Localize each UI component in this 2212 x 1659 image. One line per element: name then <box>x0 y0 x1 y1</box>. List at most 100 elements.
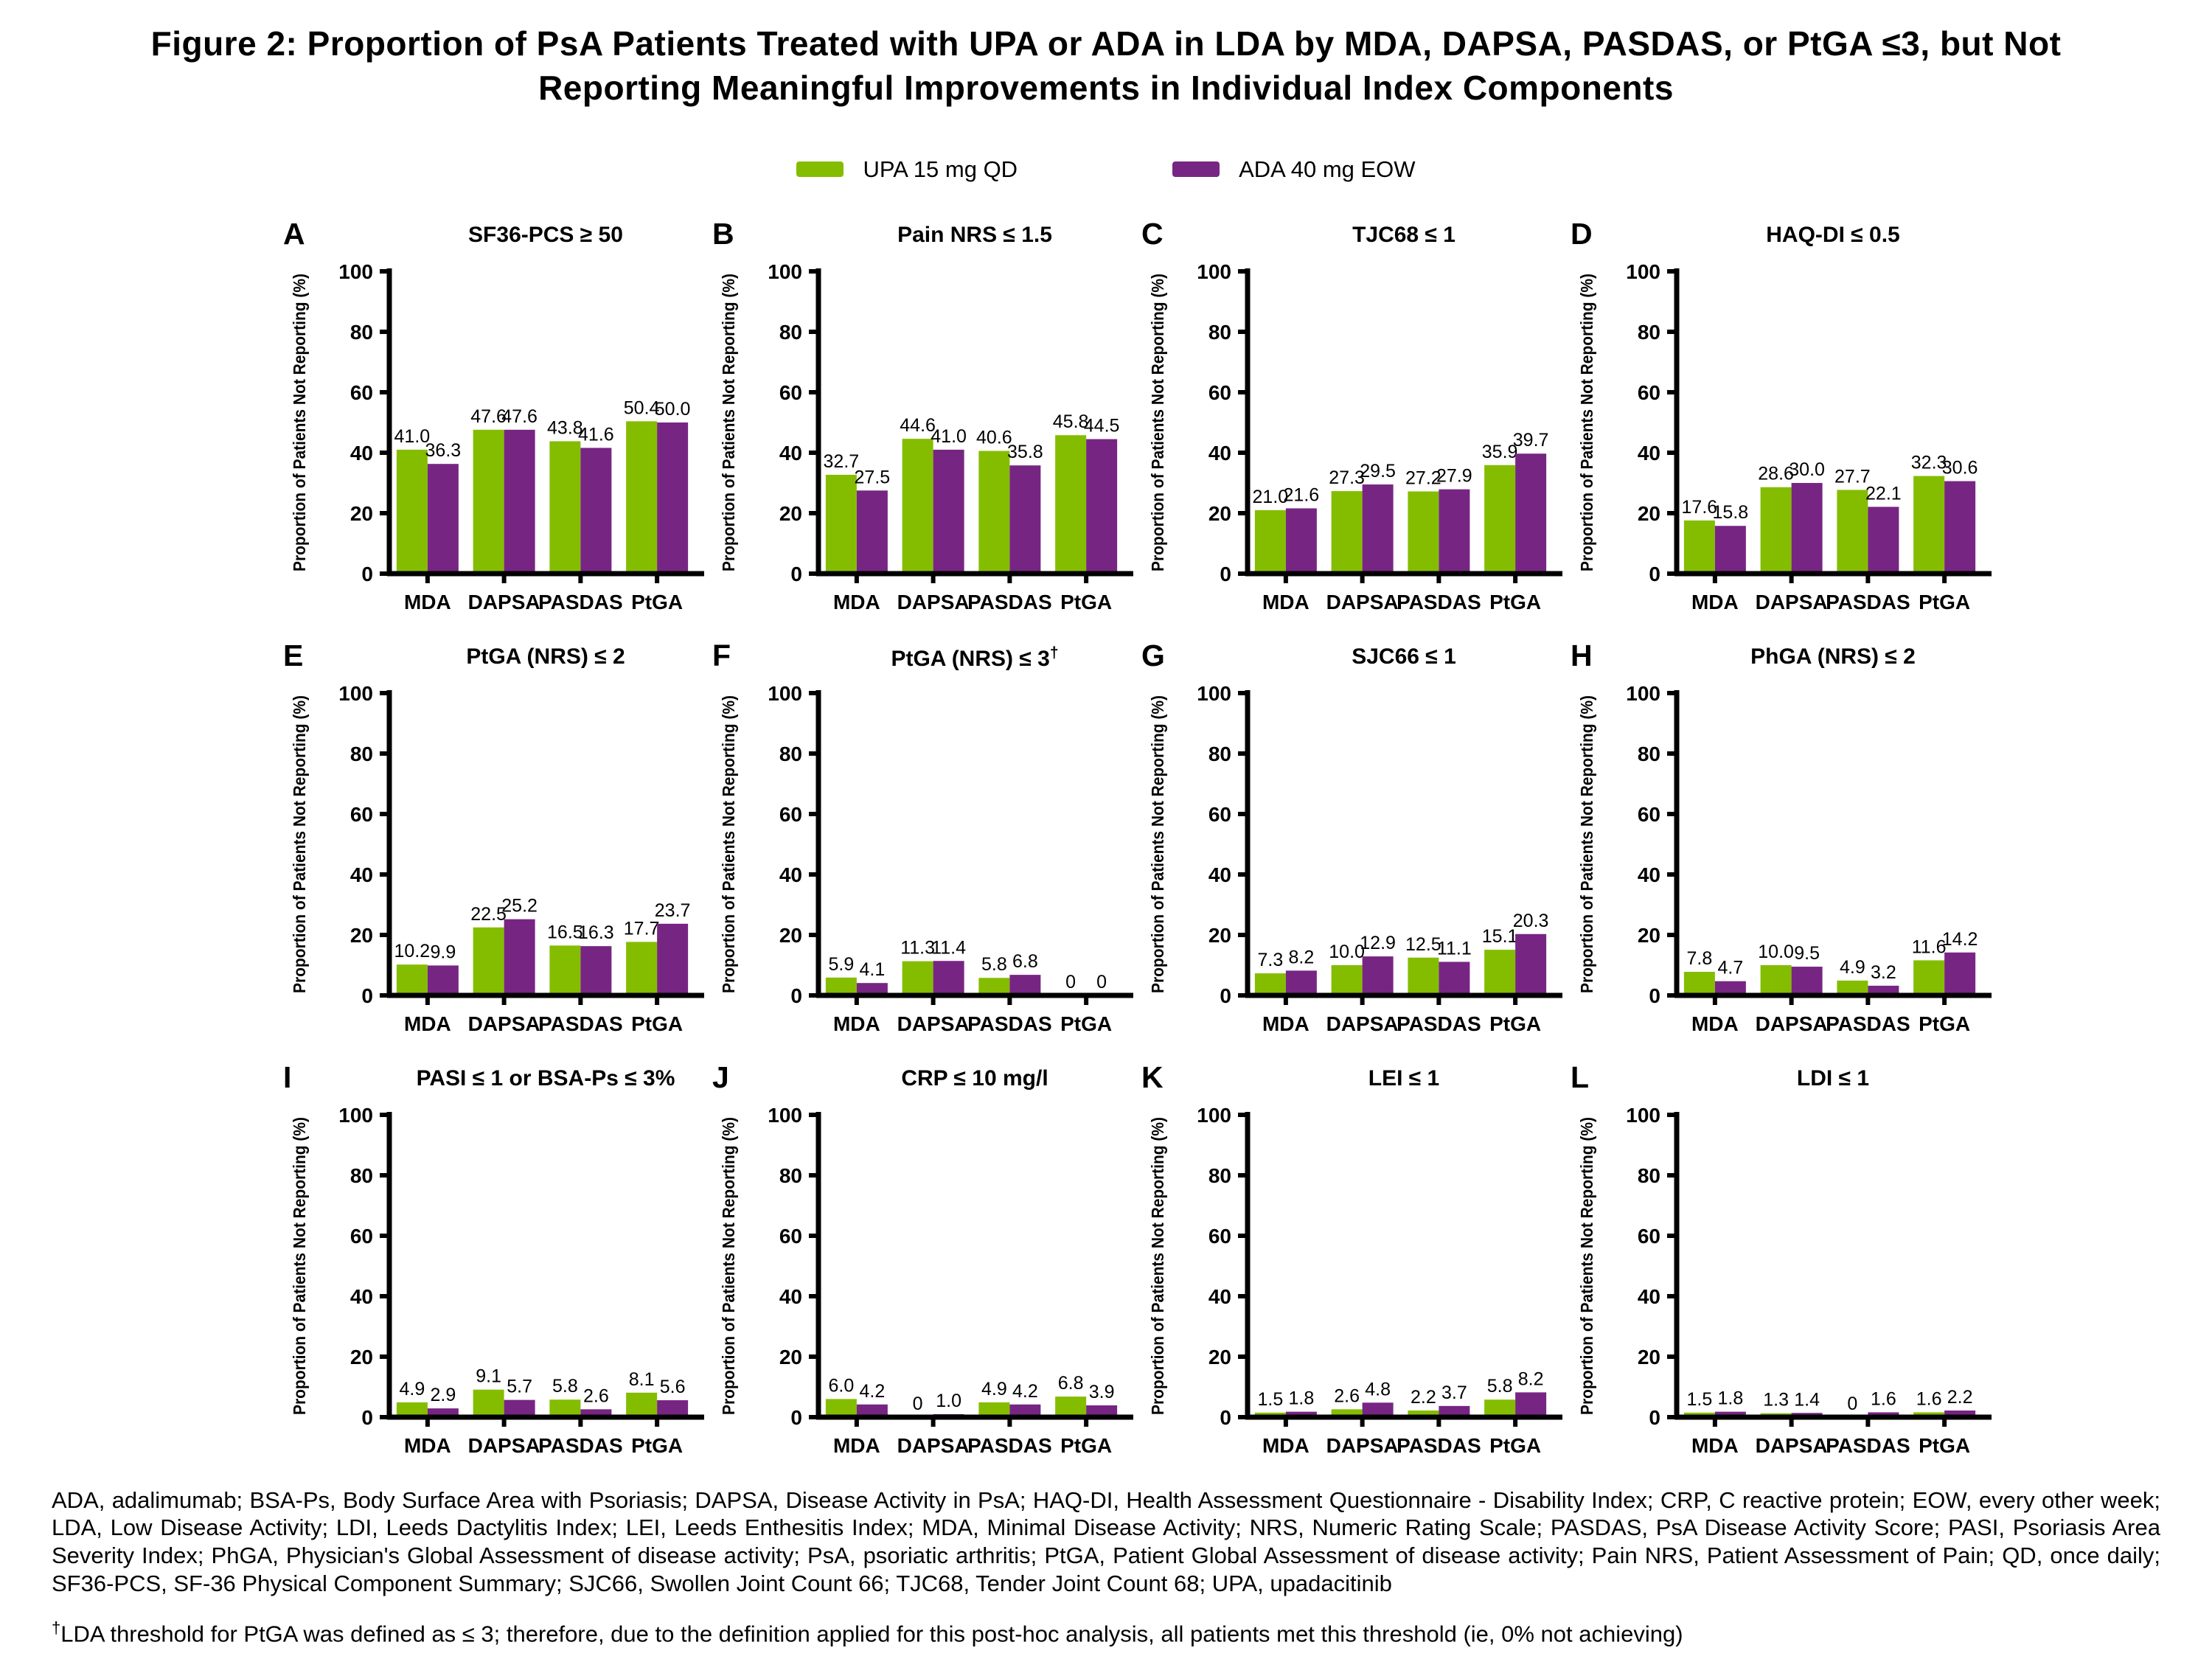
panel-letter: H <box>1571 638 1593 672</box>
bar-value-label: 11.3 <box>900 937 935 958</box>
panels-grid: A SF36-PCS ≥ 50 41.0 47.6 43.8 50.4 36.3 47.6 41… <box>279 212 1997 1478</box>
bar <box>580 945 612 995</box>
ada-legend-swatch <box>1172 161 1220 178</box>
y-axis-tick-label: 100 <box>338 260 373 283</box>
bar <box>549 945 581 995</box>
panel-head: H PhGA (NRS) ≤ 2 <box>1566 634 1995 677</box>
y-axis-tick-label: 100 <box>1197 682 1231 705</box>
y-axis-tick-label: 20 <box>1208 924 1231 947</box>
bar-value-label: 41.6 <box>578 424 614 445</box>
x-axis-tick-label: DAPSA <box>468 591 540 613</box>
bar <box>1009 1404 1041 1417</box>
bar <box>1944 481 1976 574</box>
bar-value-label: 50.4 <box>624 397 660 418</box>
panel-letter: F <box>712 638 731 672</box>
bar-value-label: 3.7 <box>1441 1382 1467 1402</box>
bar-value-label: 36.3 <box>425 440 462 461</box>
y-axis-tick-label: 100 <box>768 1104 802 1127</box>
bar-value-label: 11.4 <box>931 937 966 958</box>
y-axis-tick-label: 100 <box>1626 1104 1660 1127</box>
y-axis-tick-label: 100 <box>768 260 802 283</box>
bar-value-label: 17.6 <box>1682 496 1718 517</box>
x-axis-tick-label: PtGA <box>1489 591 1541 613</box>
x-axis-tick-label: PASDAS <box>1397 1012 1481 1035</box>
y-axis-tick-label: 60 <box>1208 1225 1231 1248</box>
y-axis-tick-label: 40 <box>1208 442 1231 465</box>
bar <box>1791 482 1823 574</box>
bar <box>1439 1405 1470 1417</box>
bar-value-label: 0 <box>913 1394 923 1414</box>
bar <box>1714 981 1746 995</box>
y-axis-tick-label: 20 <box>350 924 373 947</box>
y-axis-label: Proportion of Patients Not Reporting (%) <box>290 695 309 993</box>
x-axis-tick-label: PASDAS <box>1826 591 1910 613</box>
panel-head: J CRP ≤ 10 mg/l <box>708 1056 1137 1099</box>
bar-value-label: 47.6 <box>470 406 507 426</box>
y-axis-tick-label: 40 <box>779 442 802 465</box>
x-axis-tick-label: PtGA <box>631 1434 683 1457</box>
y-axis-label: Proportion of Patients Not Reporting (%) <box>1148 695 1167 993</box>
bar-value-label: 1.6 <box>1916 1388 1942 1409</box>
bar <box>504 919 535 995</box>
y-axis-tick-label: 20 <box>1638 502 1660 525</box>
y-axis-tick-label: 80 <box>1208 742 1231 765</box>
bar-value-label: 3.2 <box>1871 961 1896 982</box>
bar <box>933 960 964 995</box>
abbreviations-footnote: ADA, adalimumab; BSA-Ps, Body Surface Ar… <box>52 1486 2160 1597</box>
y-axis-tick-label: 100 <box>1626 260 1660 283</box>
bar <box>1837 980 1868 995</box>
panel-head: K LEI ≤ 1 <box>1137 1056 1566 1099</box>
x-axis-tick-label: MDA <box>404 1434 451 1457</box>
bar-value-label: 15.8 <box>1713 502 1749 523</box>
panel-letter: B <box>712 216 734 251</box>
bar-value-label: 7.3 <box>1257 950 1283 970</box>
bar <box>626 1392 658 1417</box>
y-axis-tick-label: 0 <box>1220 984 1231 1007</box>
bar-value-label: 5.8 <box>981 954 1007 975</box>
y-axis-tick-label: 20 <box>779 1346 802 1368</box>
y-axis-tick-label: 20 <box>1208 1346 1231 1368</box>
bar-value-label: 16.3 <box>578 922 614 943</box>
bar <box>1913 476 1945 574</box>
chart-panel-b: B Pain NRS ≤ 1.5 32.7 44.6 40.6 45.8 27.5 41.0 3… <box>708 212 1137 634</box>
bar <box>473 429 504 574</box>
y-axis-tick-label: 60 <box>350 1225 373 1248</box>
bar <box>1714 1411 1746 1417</box>
y-axis-tick-label: 60 <box>1638 381 1660 404</box>
panel-title: PhGA (NRS) ≤ 2 <box>1750 644 1916 669</box>
y-axis-tick-label: 60 <box>1208 803 1231 826</box>
x-axis-tick-label: PASDAS <box>538 591 623 613</box>
bar-value-label: 45.8 <box>1053 411 1089 432</box>
y-axis-tick-label: 80 <box>1638 1164 1660 1187</box>
bar-value-label: 5.9 <box>828 953 854 974</box>
bar <box>902 438 933 574</box>
bar-value-label: 4.9 <box>981 1379 1007 1399</box>
x-axis-tick-label: MDA <box>404 1012 451 1035</box>
y-axis-tick-label: 80 <box>350 1164 373 1187</box>
bar-value-label: 0 <box>1096 972 1107 992</box>
y-axis-tick-label: 100 <box>768 682 802 705</box>
bar <box>1683 971 1715 995</box>
y-axis-tick-label: 0 <box>361 563 373 585</box>
bar <box>1439 961 1470 995</box>
y-axis-label: Proportion of Patients Not Reporting (%) <box>719 695 738 993</box>
panel-title: PtGA (NRS) ≤ 3† <box>891 644 1059 671</box>
bar-value-label: 5.7 <box>507 1376 532 1397</box>
bar <box>1254 509 1286 574</box>
bar-value-label: 30.6 <box>1942 457 1978 478</box>
bar <box>1055 1396 1087 1417</box>
bar <box>1331 490 1363 574</box>
bar <box>626 420 658 574</box>
y-axis-tick-label: 20 <box>350 502 373 525</box>
bar-value-label: 10.0 <box>1329 942 1365 962</box>
dagger-footnote-text: LDA threshold for PtGA was defined as ≤ … <box>60 1621 1683 1647</box>
y-axis-tick-label: 80 <box>779 742 802 765</box>
y-axis-tick-label: 80 <box>350 742 373 765</box>
y-axis-tick-label: 100 <box>1197 260 1231 283</box>
y-axis-tick-label: 20 <box>1638 924 1660 947</box>
bar-value-label: 5.8 <box>1487 1376 1513 1397</box>
y-axis-tick-label: 60 <box>779 803 802 826</box>
x-axis-tick-label: PASDAS <box>1397 1434 1481 1457</box>
bar-value-label: 32.7 <box>824 451 860 472</box>
y-axis-tick-label: 20 <box>1638 1346 1660 1368</box>
